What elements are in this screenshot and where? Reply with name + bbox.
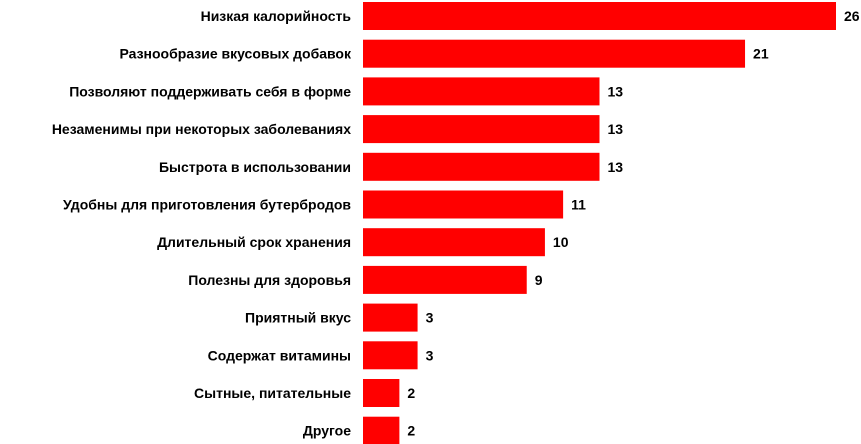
value-label: 13 [608,83,624,99]
bar-row: Незаменимы при некоторых заболеваниях 13 [52,115,624,144]
bar-row: Низкая калорийность 26 [201,2,860,30]
value-label: 9 [535,272,543,288]
bar-row: Длительный срок хранения 10 [157,228,569,257]
bar [363,416,400,444]
value-label: 13 [608,121,624,137]
bar-row: Сытные, питательные 2 [194,379,415,407]
value-label: 3 [426,310,434,326]
category-label: Приятный вкус [245,310,351,326]
bar [363,115,600,144]
bar-row: Приятный вкус 3 [245,303,434,332]
bar-row: Содержат витамины 3 [208,341,434,370]
bar-row: Быстрота в использовании 13 [159,152,624,181]
category-label: Содержат витамины [208,347,351,363]
category-label: Быстрота в использовании [159,159,351,175]
value-label: 13 [608,159,624,175]
value-label: 11 [571,197,586,213]
category-label: Удобны для приготовления бутербродов [63,197,351,213]
bar [363,303,418,332]
bars-layer: Низкая калорийность 26 Разнообразие вкусов… [52,2,860,444]
bar [363,39,746,68]
value-label: 2 [407,423,415,439]
value-label: 21 [753,46,769,62]
category-label: Сытные, питательные [194,385,351,401]
bar-row: Полезны для здоровья 9 [188,265,543,294]
bar [363,190,564,219]
bar [363,341,418,370]
bar [363,265,527,294]
category-label: Незаменимы при некоторых заболеваниях [52,121,351,137]
bar-row: Позволяют поддерживать себя в форме 13 [69,77,624,106]
category-label: Низкая калорийность [201,8,352,24]
bar [363,228,545,257]
value-label: 2 [407,385,415,401]
category-label: Позволяют поддерживать себя в форме [69,83,351,99]
category-label: Другое [303,423,351,439]
category-label: Длительный срок хранения [157,234,351,250]
bar [363,379,400,407]
bar [363,2,836,30]
bar-row: Разнообразие вкусовых добавок 21 [119,39,769,68]
bar-row: Другое 2 [303,416,415,444]
value-label: 26 [844,8,860,24]
bar-row: Удобны для приготовления бутербродов 11 [63,190,586,219]
category-label: Разнообразие вкусовых добавок [119,46,351,62]
category-label: Полезны для здоровья [188,272,351,288]
value-label: 10 [553,234,569,250]
value-label: 3 [426,347,434,363]
bar [363,152,600,181]
bar [363,77,600,106]
